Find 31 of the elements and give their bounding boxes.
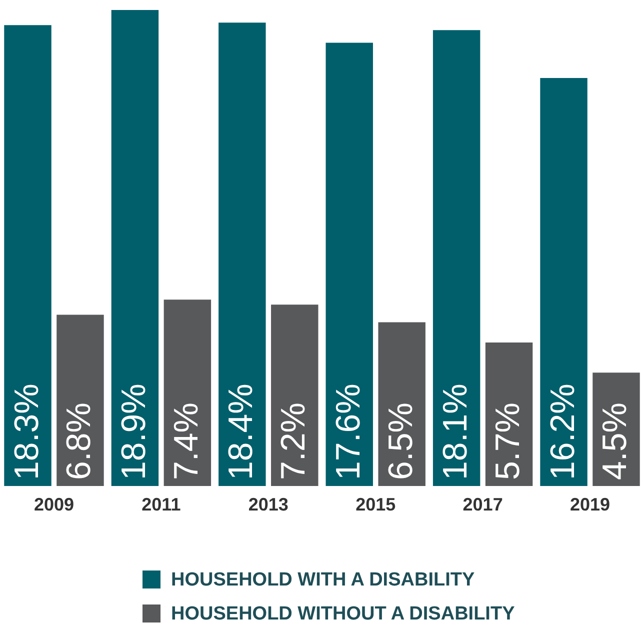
data-label: 16.2% xyxy=(544,384,582,480)
data-label: 18.3% xyxy=(8,384,46,480)
bar xyxy=(111,10,159,486)
bar xyxy=(4,25,52,486)
bar xyxy=(540,78,588,486)
x-tick-label: 2009 xyxy=(34,494,74,514)
bar xyxy=(164,300,212,486)
data-label: 5.7% xyxy=(489,402,528,480)
data-label: 7.2% xyxy=(274,402,313,480)
bar xyxy=(378,322,426,486)
data-label: 6.8% xyxy=(60,402,98,480)
data-label: 18.9% xyxy=(114,384,153,480)
bar xyxy=(56,314,104,486)
bar xyxy=(326,42,373,486)
x-tick-label: 2013 xyxy=(248,494,288,514)
bar xyxy=(218,22,266,486)
data-label: 4.5% xyxy=(596,402,634,480)
bar xyxy=(485,342,533,486)
data-label: 6.5% xyxy=(382,402,420,480)
bar xyxy=(432,30,480,486)
data-label: 7.4% xyxy=(167,402,206,480)
legend-label: HOUSEHOLD WITH A DISABILITY xyxy=(171,570,475,590)
x-tick-label: 2019 xyxy=(570,494,610,514)
legend-label: HOUSEHOLD WITHOUT A DISABILITY xyxy=(171,604,516,624)
x-tick-label: 2015 xyxy=(356,494,396,514)
x-tick-label: 2017 xyxy=(462,494,503,514)
x-tick-label: 2011 xyxy=(142,494,181,514)
data-label: 18.1% xyxy=(436,384,475,480)
data-label: 17.6% xyxy=(329,384,368,480)
data-label: 18.4% xyxy=(222,384,260,480)
bar xyxy=(271,304,318,486)
